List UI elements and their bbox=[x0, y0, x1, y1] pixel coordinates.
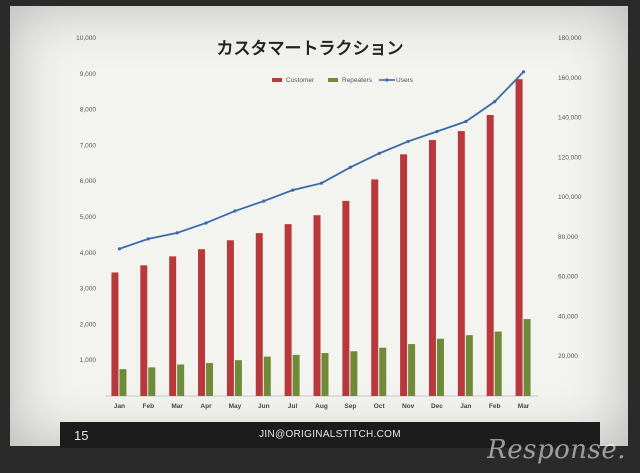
legend-swatch bbox=[272, 78, 282, 82]
users-point bbox=[521, 70, 526, 74]
customer-bar bbox=[342, 200, 350, 396]
users-point bbox=[377, 151, 381, 155]
legend-swatch-marker bbox=[385, 78, 389, 82]
right-axis-tick: 180,000 bbox=[558, 35, 582, 42]
x-axis-tick: Jan bbox=[460, 403, 471, 410]
bar-series bbox=[111, 79, 531, 397]
x-axis-labels: Jan Feb Mar Apr May Jun Jul Aug Sep Oct Nov Dec Jan F… bbox=[114, 403, 530, 410]
right-axis-tick: 140,000 bbox=[558, 115, 582, 122]
customer-bar bbox=[169, 256, 177, 396]
legend-label: Customer bbox=[286, 77, 315, 84]
users-point bbox=[117, 247, 122, 251]
customer-bar bbox=[371, 179, 379, 396]
left-axis-tick: 7,000 bbox=[80, 142, 97, 149]
legend-label: Repeaters bbox=[342, 77, 373, 84]
users-point bbox=[493, 100, 497, 104]
watermark-logo: Response. bbox=[487, 435, 626, 465]
repeaters-bar bbox=[494, 331, 502, 396]
x-axis-tick: Jul bbox=[288, 403, 298, 410]
right-axis-tick: 60,000 bbox=[558, 274, 578, 281]
users-point bbox=[291, 188, 295, 192]
customer-bar bbox=[428, 140, 436, 396]
users-point bbox=[262, 199, 266, 203]
x-axis-tick: Jan bbox=[114, 403, 125, 410]
chart-legend: Customer Repeaters Users bbox=[272, 77, 414, 84]
x-axis-tick: Aug bbox=[315, 403, 328, 410]
x-axis-tick: Dec bbox=[431, 403, 443, 410]
customer-bar bbox=[198, 249, 206, 396]
repeaters-bar bbox=[177, 364, 185, 396]
slide-footer: 15 JIN@ORIGINALSTITCH.COM bbox=[60, 422, 600, 448]
presentation-slide: カスタマートラクション Customer Repeaters Users 1,000… bbox=[10, 6, 628, 448]
x-axis-tick: Sep bbox=[344, 403, 356, 410]
repeaters-bar bbox=[292, 354, 300, 396]
right-axis-tick: 40,000 bbox=[558, 313, 578, 320]
left-axis-tick: 2,000 bbox=[80, 321, 97, 328]
left-axis-tick: 8,000 bbox=[80, 107, 97, 114]
x-axis-tick: Jun bbox=[258, 403, 270, 410]
repeaters-bar bbox=[408, 344, 416, 396]
users-point bbox=[233, 209, 237, 213]
users-point bbox=[435, 129, 439, 134]
x-axis-tick: Apr bbox=[200, 403, 212, 410]
left-y-axis: 1,000 2,000 3,000 4,000 5,000 6,000 7,000 8,000… bbox=[76, 35, 96, 364]
customer-bar bbox=[486, 114, 494, 396]
repeaters-bar bbox=[119, 369, 127, 396]
repeaters-bar bbox=[350, 351, 358, 396]
customer-bar bbox=[284, 224, 292, 396]
footer-email: JIN@ORIGINALSTITCH.COM bbox=[259, 429, 401, 440]
customer-bar bbox=[457, 131, 465, 396]
x-axis-tick: Mar bbox=[171, 403, 183, 410]
right-axis-tick: 100,000 bbox=[558, 194, 582, 201]
x-axis-tick: Feb bbox=[489, 403, 501, 410]
customer-bar bbox=[515, 79, 523, 397]
customer-bar bbox=[111, 272, 119, 396]
x-axis-tick: May bbox=[229, 403, 242, 410]
customer-bar bbox=[140, 265, 148, 396]
users-point bbox=[204, 221, 208, 225]
left-axis-tick: 5,000 bbox=[80, 214, 97, 221]
repeaters-bar bbox=[321, 353, 329, 396]
left-axis-tick: 10,000 bbox=[76, 35, 96, 42]
users-point bbox=[406, 139, 410, 144]
users-point bbox=[464, 119, 468, 124]
traction-chart: カスタマートラクション Customer Repeaters Users 1,000… bbox=[76, 35, 582, 410]
repeaters-bar bbox=[379, 347, 387, 396]
x-axis-tick: Mar bbox=[518, 403, 530, 410]
legend-swatch bbox=[328, 78, 338, 82]
customer-bar bbox=[313, 215, 321, 396]
left-axis-tick: 1,000 bbox=[80, 357, 97, 364]
repeaters-bar bbox=[234, 360, 242, 396]
left-axis-tick: 6,000 bbox=[80, 178, 97, 185]
repeaters-bar bbox=[206, 363, 214, 396]
repeaters-bar bbox=[523, 319, 531, 396]
legend-label: Users bbox=[396, 77, 414, 84]
right-axis-tick: 120,000 bbox=[558, 154, 582, 161]
repeaters-bar bbox=[436, 338, 444, 396]
right-axis-tick: 20,000 bbox=[558, 353, 578, 360]
left-axis-tick: 3,000 bbox=[80, 286, 97, 293]
users-point bbox=[175, 231, 179, 235]
customer-bar bbox=[226, 240, 234, 396]
repeaters-bar bbox=[465, 335, 473, 396]
repeaters-bar bbox=[263, 356, 271, 396]
users-point bbox=[348, 165, 352, 169]
right-axis-tick: 80,000 bbox=[558, 234, 578, 241]
right-axis-tick: 160,000 bbox=[558, 75, 582, 82]
right-y-axis: 20,000 40,000 60,000 80,000 100,000 120,000 14… bbox=[558, 35, 582, 360]
x-axis-tick: Oct bbox=[374, 403, 386, 410]
x-axis-tick: Feb bbox=[143, 403, 155, 410]
chart-title: カスタマートラクション bbox=[217, 39, 404, 58]
customer-bar bbox=[255, 233, 263, 396]
users-point bbox=[319, 181, 324, 185]
left-axis-tick: 9,000 bbox=[80, 71, 97, 78]
repeaters-bar bbox=[148, 367, 156, 396]
x-axis-tick: Nov bbox=[402, 403, 415, 410]
page-number: 15 bbox=[74, 428, 89, 443]
users-point bbox=[146, 237, 150, 241]
customer-bar bbox=[400, 154, 408, 396]
users-line-series bbox=[117, 70, 526, 251]
left-axis-tick: 4,000 bbox=[80, 250, 97, 257]
